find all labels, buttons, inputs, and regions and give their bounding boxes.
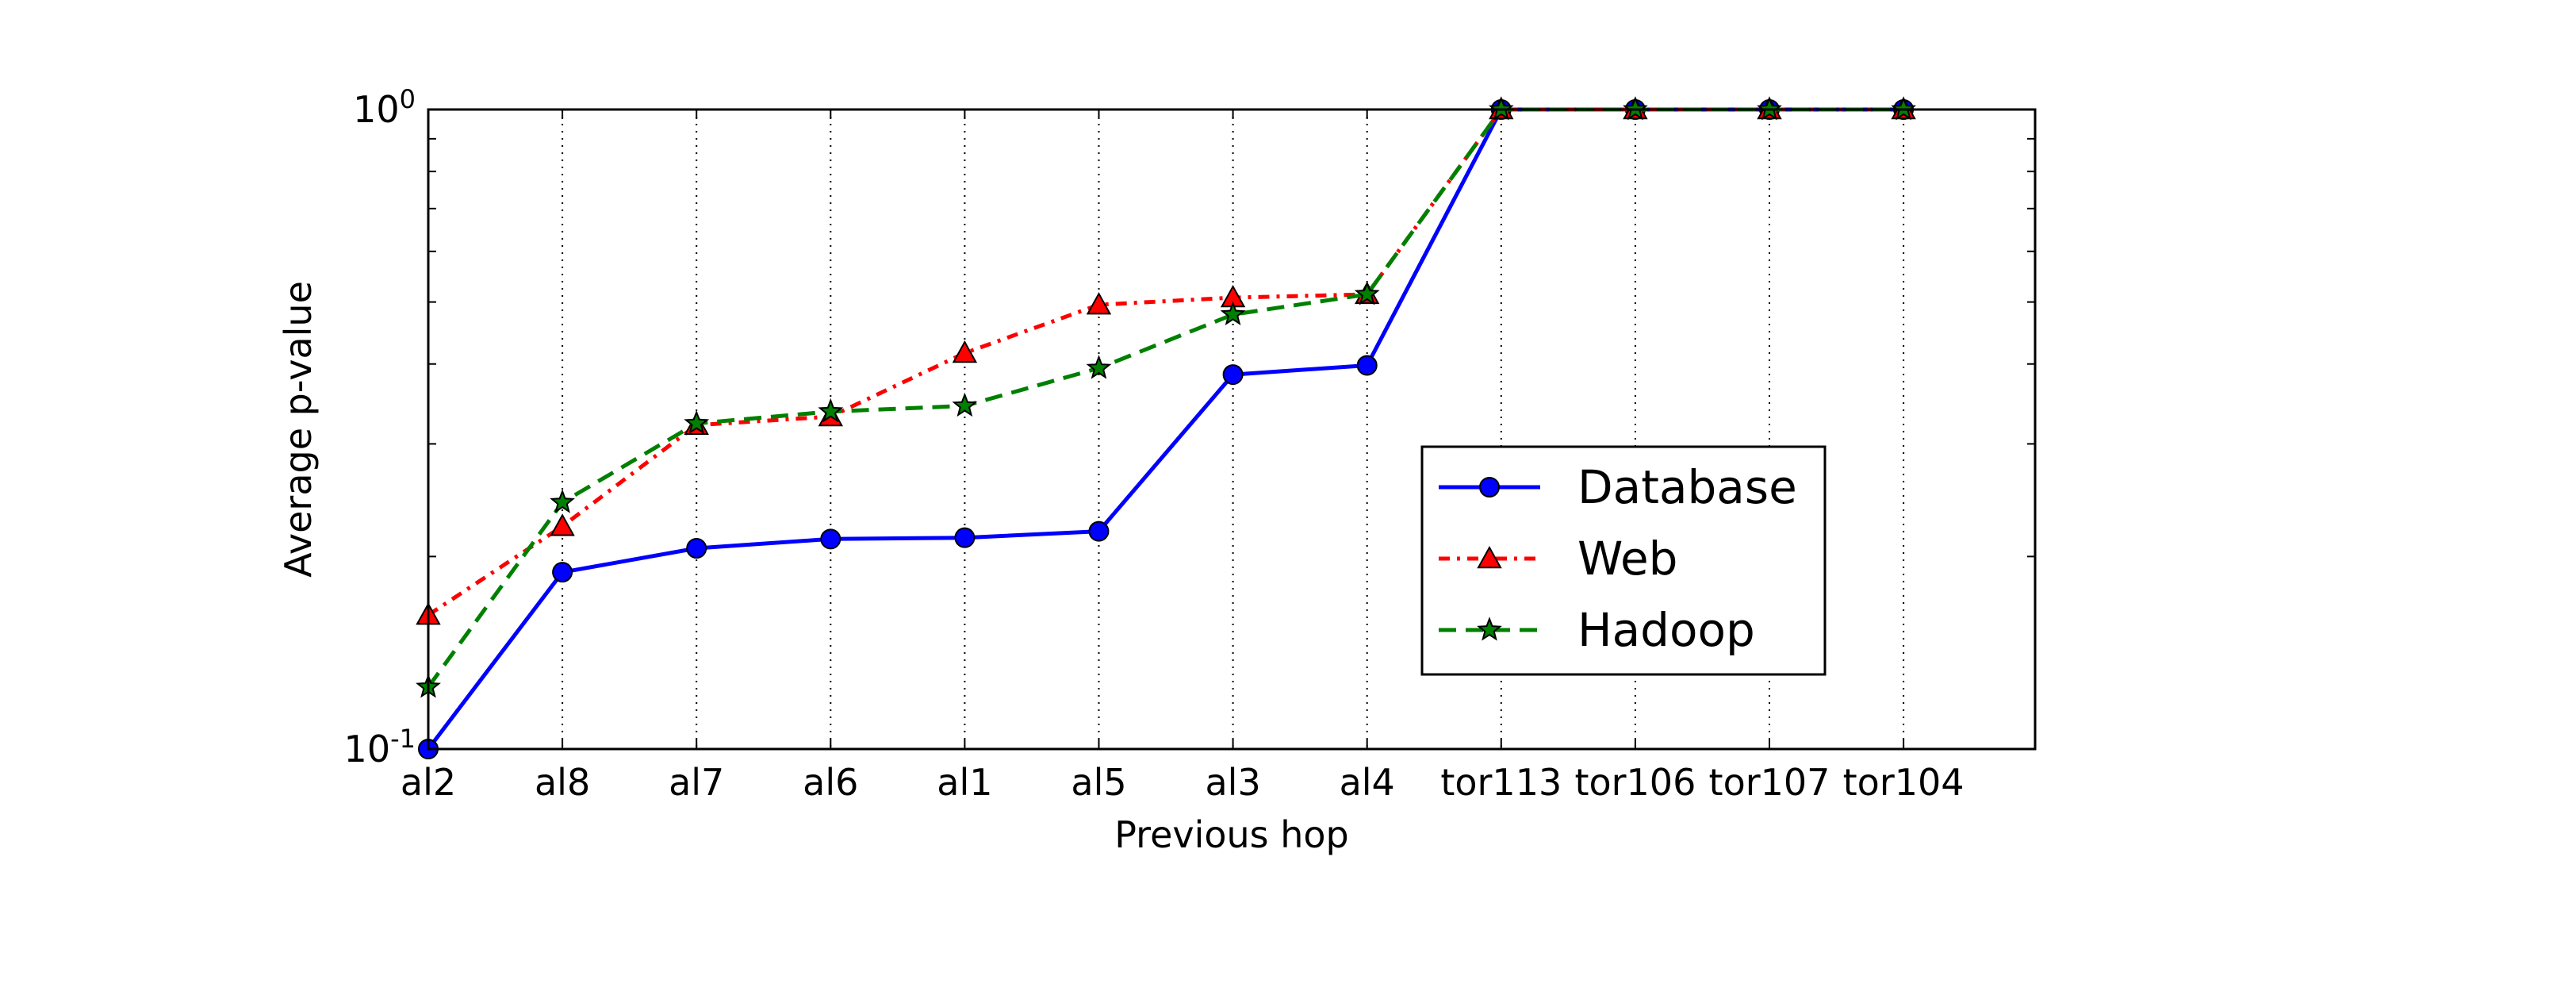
legend-label: Hadoop	[1577, 603, 1755, 657]
data-point	[686, 538, 707, 559]
data-point	[820, 528, 841, 550]
x-tick-label: al2	[401, 761, 456, 804]
x-tick-label: al6	[803, 761, 858, 804]
x-tick-label: tor107	[1709, 761, 1830, 804]
x-tick-label: al5	[1071, 761, 1126, 804]
legend: Database Web Hadoop	[1420, 445, 1827, 676]
data-point	[550, 513, 575, 536]
x-tick-label: al7	[669, 761, 724, 804]
x-tick-label: al4	[1340, 761, 1395, 804]
data-point	[552, 562, 573, 583]
data-point	[1086, 292, 1112, 315]
y-tick-label: 10-1	[344, 724, 416, 770]
data-point	[1356, 355, 1378, 376]
data-point	[954, 527, 976, 548]
data-point	[1086, 355, 1112, 379]
label-layer: al2 al8 al7 al6 al1 al5 al3 al4 tor113 tor106 tor1…	[344, 84, 1965, 804]
y-axis-title: Average p-value	[277, 281, 320, 578]
x-tick-label: tor104	[1843, 761, 1965, 804]
legend-label: Web	[1577, 532, 1677, 586]
data-point	[1222, 364, 1244, 386]
data-point	[550, 489, 576, 513]
data-point	[818, 398, 844, 423]
legend-marker	[1477, 545, 1502, 569]
data-point	[952, 340, 978, 363]
legend-label: Database	[1577, 460, 1797, 514]
y-tick-label: 100	[353, 84, 416, 131]
legend-item: Hadoop	[1439, 603, 1755, 657]
x-tick-label: tor106	[1574, 761, 1696, 804]
data-point	[1088, 521, 1110, 542]
legend-item: Database	[1439, 460, 1797, 514]
x-axis-title: Previous hop	[1114, 813, 1349, 856]
data-point	[1354, 281, 1380, 305]
x-tick-label: al1	[937, 761, 992, 804]
data-point	[1220, 301, 1246, 325]
data-point	[952, 392, 978, 417]
legend-marker	[1479, 477, 1500, 498]
plot-frame	[427, 108, 2037, 751]
x-tick-label: al3	[1205, 761, 1260, 804]
legend-marker	[1477, 617, 1502, 641]
legend-item: Web	[1439, 532, 1677, 586]
x-tick-label: al8	[535, 761, 590, 804]
data-point	[684, 409, 710, 435]
x-tick-label: tor113	[1440, 761, 1562, 804]
